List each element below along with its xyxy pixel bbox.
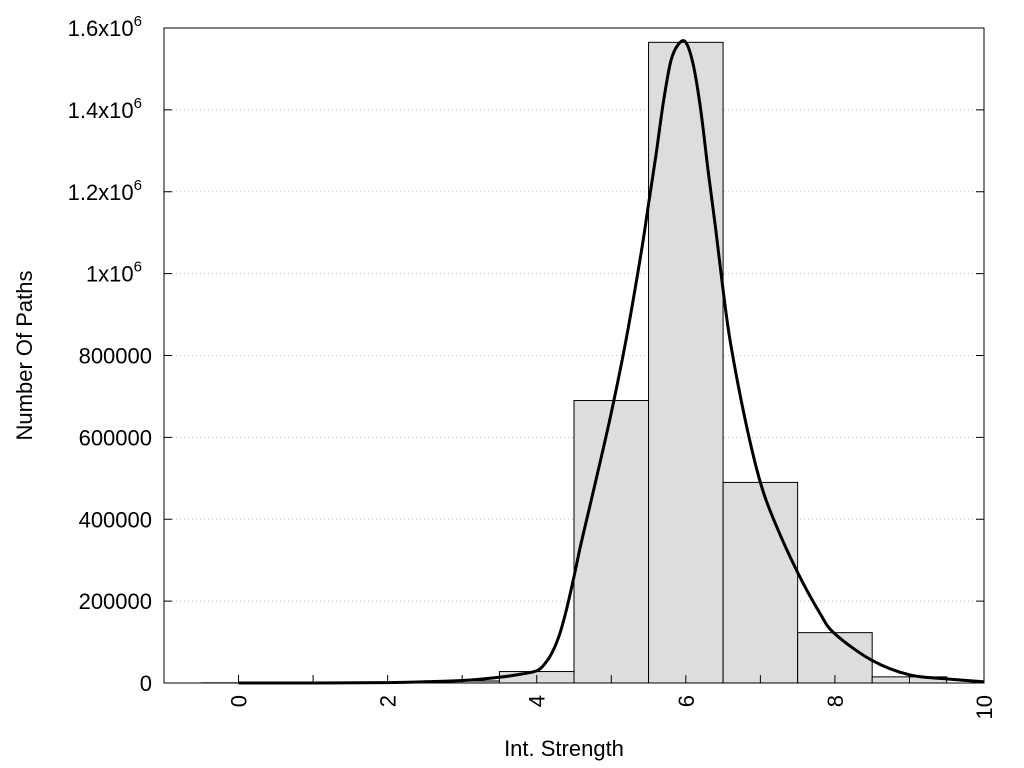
x-tick-labels: 0 2 4 6 8 10 [227, 695, 997, 719]
y-tick-label: 1x106 [86, 259, 142, 287]
x-tick-label: 10 [972, 695, 997, 719]
histogram-bar [797, 632, 873, 684]
y-tick-label: 800000 [79, 344, 152, 369]
x-tick-label: 6 [674, 695, 699, 707]
y-tick-label: 400000 [79, 507, 152, 532]
y-axis-title: Number Of Paths [12, 271, 37, 441]
fit-curve [238, 39, 985, 685]
x-tick-label: 8 [823, 695, 848, 707]
y-tick-exponent: 6 [134, 177, 142, 194]
y-tick-exponent: 6 [134, 95, 142, 112]
histogram-bar [648, 41, 724, 684]
y-tick-label: 0 [140, 671, 152, 696]
y-tick-exponent: 6 [134, 259, 142, 276]
y-tick-labels: 0 200000 400000 600000 800000 1x106 1.2x106 1.4… [68, 13, 152, 696]
y-tick-label: 1.4x106 [68, 95, 142, 123]
histogram-bar [722, 481, 799, 684]
x-tick-label: 4 [525, 695, 550, 707]
gridlines [164, 109, 984, 602]
y-tick-label: 600000 [79, 425, 152, 450]
fit-curve-line [238, 39, 985, 685]
x-tick-label: 2 [376, 695, 401, 707]
y-tick-label: 1.2x106 [68, 177, 142, 205]
bars [200, 41, 948, 684]
x-axis-title: Int. Strength [504, 736, 624, 761]
histogram-bar [573, 400, 650, 684]
y-tick-exponent: 6 [134, 13, 142, 30]
x-tick-label: 0 [227, 695, 252, 707]
y-tick-label: 1.6x106 [68, 13, 142, 41]
y-tick-label: 200000 [79, 589, 152, 614]
axis-ticks [164, 27, 985, 684]
